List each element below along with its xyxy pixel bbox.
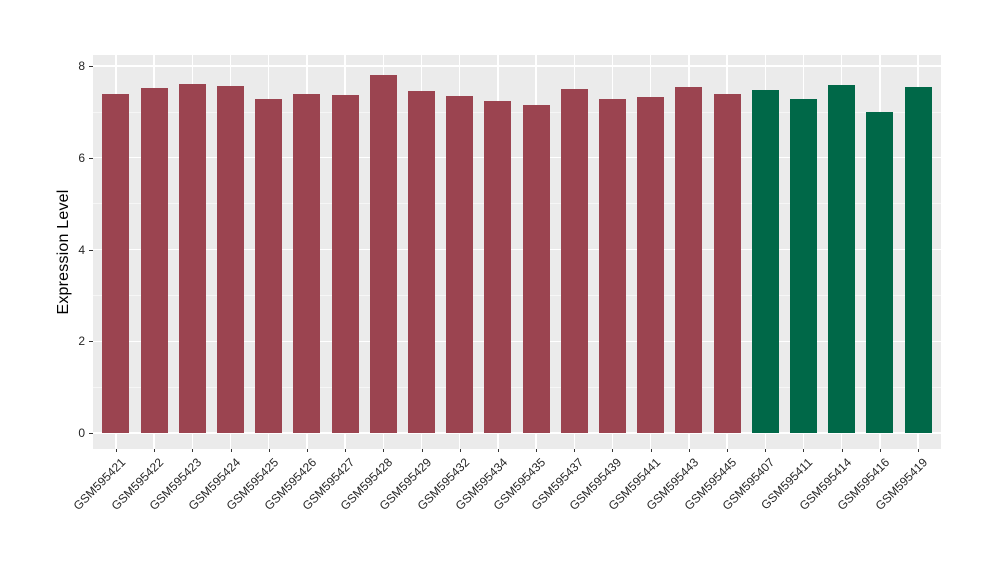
gridline-major-y-2 bbox=[93, 340, 941, 342]
x-tick-mark bbox=[536, 449, 538, 452]
y-tick-label: 2 bbox=[78, 334, 85, 349]
x-tick-mark bbox=[688, 449, 690, 452]
bar-GSM595439 bbox=[598, 99, 626, 433]
y-tick-label: 4 bbox=[78, 242, 85, 257]
bar-GSM595423 bbox=[178, 84, 206, 433]
bar-GSM595443 bbox=[675, 86, 703, 433]
x-tick-mark bbox=[497, 449, 499, 452]
y-tick-mark bbox=[89, 341, 93, 343]
gridline-major-y-4 bbox=[93, 248, 941, 251]
bar-GSM595422 bbox=[140, 88, 168, 433]
gridline-major-y-6 bbox=[93, 157, 941, 159]
y-tick-mark bbox=[89, 433, 93, 434]
bar-GSM595437 bbox=[560, 88, 588, 433]
x-tick-mark bbox=[383, 449, 385, 452]
x-tick-mark bbox=[841, 449, 843, 452]
x-tick-mark bbox=[345, 449, 347, 452]
bar-GSM595429 bbox=[408, 91, 435, 433]
bar-GSM595424 bbox=[217, 86, 244, 433]
bar-GSM595419 bbox=[904, 86, 932, 433]
gridline-major-y-0 bbox=[93, 432, 941, 434]
gridline-major-y-8 bbox=[93, 65, 941, 67]
gridline-minor-y-5 bbox=[93, 203, 941, 205]
bar-GSM595434 bbox=[484, 100, 512, 433]
x-tick-mark bbox=[612, 449, 614, 452]
bar-GSM595411 bbox=[789, 98, 817, 433]
y-tick-mark bbox=[89, 157, 93, 159]
bar-GSM595426 bbox=[293, 94, 321, 433]
x-tick-mark bbox=[650, 449, 652, 452]
x-tick-mark bbox=[727, 449, 729, 452]
y-tick-mark bbox=[89, 66, 93, 67]
bar-GSM595427 bbox=[331, 94, 359, 433]
bar-GSM595441 bbox=[637, 96, 665, 433]
bar-GSM595407 bbox=[751, 89, 779, 433]
gridline-minor-y-3 bbox=[93, 295, 941, 297]
x-tick-mark bbox=[574, 449, 576, 452]
bar-GSM595432 bbox=[446, 96, 474, 433]
x-tick-mark bbox=[421, 449, 423, 452]
y-tick-mark bbox=[89, 249, 93, 251]
y-tick-label: 6 bbox=[78, 150, 85, 165]
x-tick-mark bbox=[918, 449, 920, 452]
y-tick-label: 8 bbox=[78, 59, 85, 73]
x-tick-mark bbox=[192, 449, 194, 452]
y-tick-label: 0 bbox=[78, 426, 85, 440]
x-tick-mark bbox=[765, 449, 767, 452]
gridline-minor-y-7 bbox=[93, 111, 941, 113]
bar-GSM595414 bbox=[828, 85, 856, 433]
plot-panel bbox=[93, 55, 941, 449]
x-tick-mark bbox=[268, 449, 270, 452]
gridline-minor-y-1 bbox=[93, 386, 941, 388]
bar-GSM595425 bbox=[255, 99, 283, 433]
bar-GSM595421 bbox=[102, 94, 130, 433]
x-tick-mark bbox=[230, 449, 232, 452]
x-tick-mark bbox=[459, 449, 461, 452]
bar-GSM595416 bbox=[866, 111, 894, 433]
bar-GSM595435 bbox=[522, 104, 550, 433]
bar-GSM595445 bbox=[713, 93, 741, 433]
x-tick-mark bbox=[306, 449, 308, 452]
x-tick-mark bbox=[115, 449, 117, 452]
bar-GSM595428 bbox=[369, 74, 397, 433]
x-tick-mark bbox=[879, 449, 881, 452]
x-tick-mark bbox=[154, 449, 156, 452]
x-tick-mark bbox=[803, 449, 805, 452]
